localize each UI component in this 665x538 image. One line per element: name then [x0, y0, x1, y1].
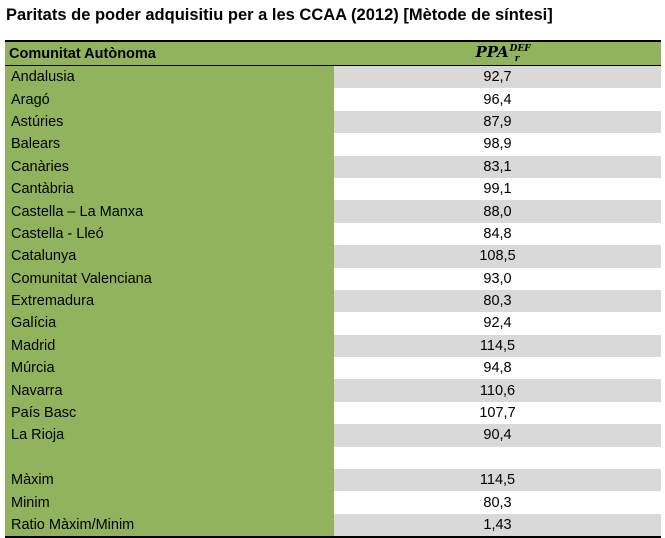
ppa-value-cell: 84,8: [334, 222, 661, 246]
table-row: Màxim 114,5: [5, 469, 661, 492]
region-name-cell: Castella – La Manxa: [5, 200, 334, 223]
region-name-cell: Canàries: [5, 155, 334, 178]
region-name-cell: País Basc: [5, 401, 334, 425]
ppa-value-cell: 1,43: [334, 513, 661, 538]
column-header-region: Comunitat Autònoma: [5, 40, 334, 66]
table-row: Astúries 87,9: [5, 110, 661, 134]
table-row: Castella – La Manxa 88,0: [5, 200, 661, 223]
ppa-value-cell: 96,4: [334, 88, 661, 111]
ppa-value-cell: 83,1: [334, 155, 661, 178]
region-name-cell: Andalusia: [5, 65, 334, 89]
region-name-cell: Galícia: [5, 312, 334, 335]
ppa-value-cell: 80,3: [334, 289, 661, 313]
ppa-value-cell: 108,5: [334, 245, 661, 268]
region-name-cell: Balears: [5, 133, 334, 156]
table-row: Castella - Lleó 84,8: [5, 222, 661, 246]
region-name-cell: Minim: [5, 491, 334, 514]
table-row: Balears 98,9: [5, 133, 661, 156]
table-row: [5, 446, 661, 470]
ppa-value-cell: 107,7: [334, 401, 661, 425]
ppa-value-cell: 99,1: [334, 177, 661, 201]
ppa-symbol: PPA: [475, 43, 509, 61]
ppa-superscript: DEF: [509, 44, 531, 54]
ppa-value-cell: 92,4: [334, 312, 661, 335]
table-row: Catalunya 108,5: [5, 245, 661, 268]
header-row: Comunitat Autònoma PPADEFr: [5, 40, 661, 66]
region-name-cell: Madrid: [5, 334, 334, 358]
table-row: Ratio Màxim/Minim 1,43: [5, 513, 661, 538]
region-name-cell: La Rioja: [5, 424, 334, 447]
ppa-value-cell: 90,4: [334, 424, 661, 447]
ppa-subscript: r: [514, 54, 520, 64]
table-row: Cantàbria 99,1: [5, 177, 661, 201]
region-name-cell: Aragó: [5, 88, 334, 111]
page-title: Paritats de poder adquisitiu per a les C…: [6, 6, 553, 24]
region-name-cell: Astúries: [5, 110, 334, 134]
table-row: Múrcia 94,8: [5, 357, 661, 380]
region-name-cell: Extremadura: [5, 289, 334, 313]
column-header-ppa: PPADEFr: [334, 40, 661, 66]
table-body: Andalusia 92,7 Aragó 96,4 Astúries 87,9 Balear…: [5, 65, 661, 538]
table-row: Minim 80,3: [5, 491, 661, 514]
table-row: Madrid 114,5: [5, 334, 661, 358]
table-row: País Basc 107,7: [5, 401, 661, 425]
table-header: Comunitat Autònoma PPADEFr: [5, 40, 661, 66]
region-name-cell: Navarra: [5, 379, 334, 402]
table-row: Aragó 96,4: [5, 88, 661, 111]
ppa-value-cell: 114,5: [334, 334, 661, 358]
region-name-cell: [5, 446, 334, 470]
table-row: Comunitat Valenciana 93,0: [5, 267, 661, 290]
ppa-value-cell: 98,9: [334, 133, 661, 156]
ppa-value-cell: 110,6: [334, 379, 661, 402]
region-name-cell: Catalunya: [5, 245, 334, 268]
ppa-table: Comunitat Autònoma PPADEFr Andalusia 92,7…: [5, 40, 661, 538]
region-name-cell: Castella - Lleó: [5, 222, 334, 246]
table-row: Galícia 92,4: [5, 312, 661, 335]
region-name-cell: Ratio Màxim/Minim: [5, 513, 334, 538]
table-row: Extremadura 80,3: [5, 289, 661, 313]
table-row: Navarra 110,6: [5, 379, 661, 402]
table-row: Andalusia 92,7: [5, 65, 661, 89]
table-row: Canàries 83,1: [5, 155, 661, 178]
table-row: La Rioja 90,4: [5, 424, 661, 447]
region-name-cell: Cantàbria: [5, 177, 334, 201]
region-name-cell: Màxim: [5, 469, 334, 492]
ppa-value-cell: 87,9: [334, 110, 661, 134]
region-name-cell: Comunitat Valenciana: [5, 267, 334, 290]
ppa-value-cell: [334, 446, 661, 470]
ppa-value-cell: 93,0: [334, 267, 661, 290]
ppa-value-cell: 92,7: [334, 65, 661, 89]
ppa-value-cell: 80,3: [334, 491, 661, 514]
ppa-value-cell: 94,8: [334, 357, 661, 380]
region-name-cell: Múrcia: [5, 357, 334, 380]
ppa-value-cell: 88,0: [334, 200, 661, 223]
ppa-value-cell: 114,5: [334, 469, 661, 492]
